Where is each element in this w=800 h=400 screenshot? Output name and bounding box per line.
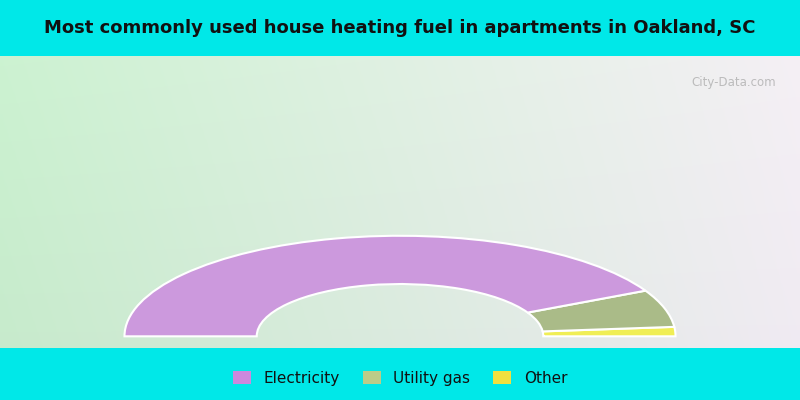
Wedge shape (542, 327, 675, 336)
Wedge shape (528, 291, 674, 331)
Text: Most commonly used house heating fuel in apartments in Oakland, SC: Most commonly used house heating fuel in… (44, 19, 756, 37)
Legend: Electricity, Utility gas, Other: Electricity, Utility gas, Other (228, 366, 572, 390)
Wedge shape (125, 236, 646, 336)
Text: City-Data.com: City-Data.com (691, 76, 776, 90)
